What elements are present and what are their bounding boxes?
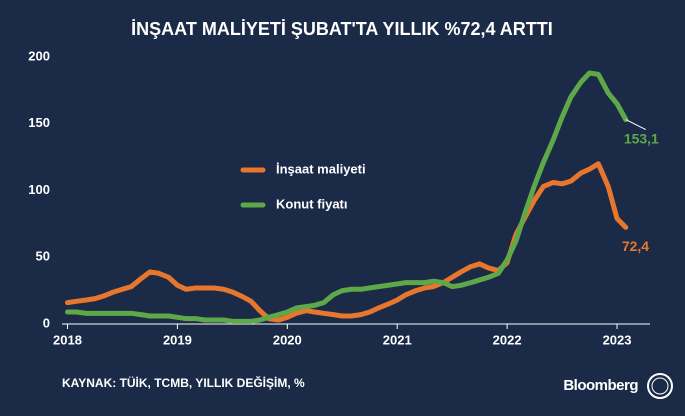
brand-logo-inner [651,377,669,395]
x-tick-label: 2018 [53,332,82,347]
brand: Bloomberg [563,377,638,394]
x-tick-label: 2021 [383,332,412,347]
y-tick-label: 150 [28,115,50,130]
label-leader [625,119,647,131]
y-tick-label: 50 [36,249,50,264]
series-line [64,161,629,323]
source: KAYNAK: TÜİK, TCMB, YILLIK DEĞİŞİM, % [62,375,305,390]
legend-label: İnşaat maliyeti [276,161,366,176]
y-tick-label: 200 [28,48,50,63]
y-tick-label: 0 [43,315,50,330]
y-tick-label: 100 [28,182,50,197]
value-label: 72,4 [622,238,649,254]
value-label: 153,1 [624,130,659,146]
x-tick-label: 2022 [493,332,522,347]
legend-label: Konut fiyatı [276,196,348,211]
x-tick-label: 2019 [163,332,192,347]
chart-title: İNŞAAT MALİYETİ ŞUBAT'TA YILLIK %72,4 AR… [131,19,553,39]
x-tick-label: 2023 [603,332,632,347]
series-line [64,70,629,324]
x-tick-label: 2020 [273,332,302,347]
brand-logo [647,373,673,399]
